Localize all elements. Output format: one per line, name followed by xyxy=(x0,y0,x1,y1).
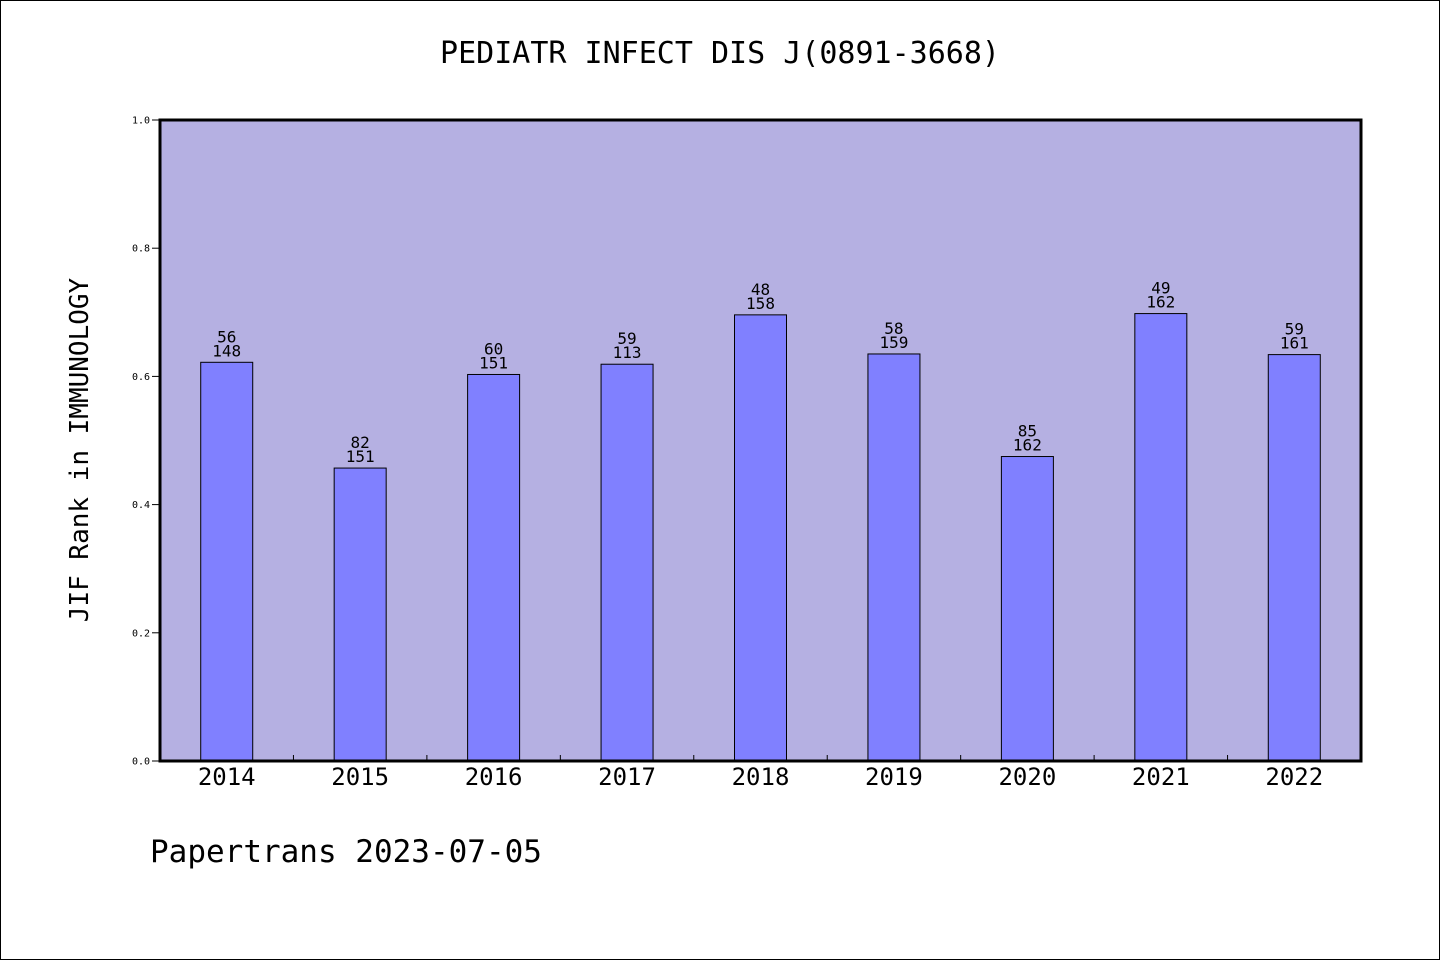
y-tick-label: 0.8 xyxy=(132,244,150,255)
x-tick-label: 2019 xyxy=(865,763,923,791)
bar-label-total: 151 xyxy=(479,353,508,372)
y-tick-label: 0.6 xyxy=(132,372,150,383)
x-tick-label: 2014 xyxy=(198,763,256,791)
x-tick-label: 2021 xyxy=(1132,763,1190,791)
x-tick-label: 2016 xyxy=(465,763,523,791)
bar-2017 xyxy=(600,363,654,762)
bar-label-total: 159 xyxy=(879,333,908,352)
x-tick-label: 2015 xyxy=(331,763,389,791)
y-tick-label: 1.0 xyxy=(132,116,150,127)
bars xyxy=(200,313,1321,762)
bar-2019 xyxy=(867,353,921,762)
bar-label-rank: 82 xyxy=(351,433,370,452)
bar-label-rank: 49 xyxy=(1151,279,1170,298)
bar-2015 xyxy=(333,467,387,762)
x-tick-label: 2020 xyxy=(998,763,1056,791)
x-tick-label: 2018 xyxy=(732,763,790,791)
chart-title: PEDIATR INFECT DIS J(0891-3668) xyxy=(440,36,1000,71)
bar-label-total: 162 xyxy=(1146,293,1175,312)
bar-2016 xyxy=(467,373,521,762)
y-axis: 0.0 0.2 0.4 0.6 0.8 1.0 xyxy=(132,116,160,768)
bar-2021 xyxy=(1134,313,1188,762)
bar-label-total: 148 xyxy=(212,341,241,360)
x-axis: 2014 2015 2016 2017 2018 2019 2020 2021 2022 xyxy=(198,755,1323,791)
bar-label-rank: 56 xyxy=(217,327,236,346)
bar-2014 xyxy=(200,361,254,762)
bar-label-rank: 60 xyxy=(484,339,503,358)
bar-label-rank: 59 xyxy=(617,329,636,348)
x-tick-label: 2017 xyxy=(598,763,656,791)
plot-border xyxy=(158,118,1363,763)
bar-label-rank: 85 xyxy=(1018,422,1037,441)
bar-label-rank: 58 xyxy=(884,319,903,338)
y-tick-label: 0.2 xyxy=(132,628,150,639)
bar-2020 xyxy=(1000,456,1054,762)
bar-label-rank: 48 xyxy=(751,280,770,299)
x-tick-label: 2022 xyxy=(1265,763,1323,791)
bar-label-total: 162 xyxy=(1013,436,1042,455)
bar-label-total: 151 xyxy=(346,447,375,466)
bar-label-total: 113 xyxy=(613,343,642,362)
y-tick-label: 0.4 xyxy=(132,500,150,511)
bar-label-rank: 59 xyxy=(1285,320,1304,339)
bar-2018 xyxy=(734,314,787,762)
bar-label-total: 161 xyxy=(1280,334,1309,353)
bar-2022 xyxy=(1267,354,1321,762)
y-tick-label: 0.0 xyxy=(132,757,150,768)
footer-note: Papertrans 2023-07-05 xyxy=(150,834,542,870)
bar-label-total: 158 xyxy=(746,294,775,313)
bar-labels: 5614882151601515911348158581598516249162… xyxy=(212,279,1308,466)
